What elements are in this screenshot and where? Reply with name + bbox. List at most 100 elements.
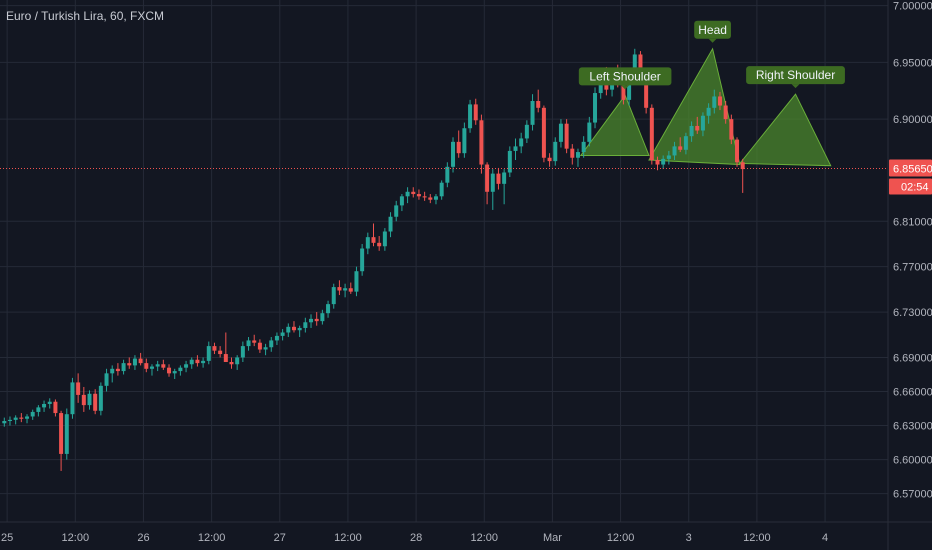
pattern-label-bg bbox=[578, 67, 672, 86]
pattern-label-bg bbox=[746, 66, 845, 85]
pattern-shape bbox=[738, 93, 832, 167]
candle-body bbox=[189, 359, 194, 365]
candle-body bbox=[337, 287, 342, 291]
candle-body bbox=[388, 216, 393, 232]
candle-body bbox=[13, 417, 18, 420]
candle-body bbox=[513, 146, 518, 151]
last-price-tags: 6.85650 02:54 bbox=[889, 159, 932, 195]
candle-body bbox=[286, 326, 291, 333]
candle-body bbox=[235, 357, 240, 365]
candle-body bbox=[223, 354, 228, 362]
candle-body bbox=[76, 382, 81, 395]
candle-body bbox=[536, 100, 541, 108]
candle-body bbox=[627, 77, 632, 100]
candle-body bbox=[246, 340, 251, 347]
candle-body bbox=[348, 288, 353, 292]
candle-body bbox=[309, 318, 314, 323]
candle-body bbox=[695, 125, 700, 131]
candle-body bbox=[672, 146, 677, 156]
time-tick-label: 12:00 bbox=[334, 532, 362, 544]
candle-body bbox=[490, 173, 495, 192]
candle-body bbox=[382, 231, 387, 247]
candle-body bbox=[178, 367, 183, 372]
candle-body bbox=[422, 196, 427, 198]
price-tick-label: 6.95000 bbox=[893, 57, 932, 69]
candle-body bbox=[649, 107, 654, 161]
pattern-label: Right Shoulder bbox=[756, 68, 835, 82]
chart-title: Euro / Turkish Lira, 60, FXCM bbox=[6, 9, 165, 23]
candle-body bbox=[138, 358, 143, 364]
price-tick-label: 6.63000 bbox=[893, 421, 932, 433]
candle-body bbox=[416, 194, 421, 197]
candle-body bbox=[661, 158, 666, 165]
candle-body bbox=[161, 364, 166, 368]
candle-body bbox=[564, 123, 569, 149]
candle-body bbox=[269, 340, 274, 348]
candle-body bbox=[320, 313, 325, 322]
time-tick-label: 25 bbox=[1, 532, 13, 544]
candle-body bbox=[229, 361, 234, 365]
candle-body bbox=[36, 407, 41, 412]
candle-body bbox=[25, 416, 30, 419]
candle-body bbox=[723, 105, 728, 120]
candle-body bbox=[314, 318, 319, 322]
pattern-label: Head bbox=[698, 23, 727, 37]
candle-body bbox=[740, 162, 745, 170]
time-tick-label: 12:00 bbox=[607, 532, 635, 544]
pattern-label-pointer bbox=[621, 85, 630, 90]
candle-body bbox=[473, 104, 478, 121]
candle-body bbox=[575, 152, 580, 158]
candle-body bbox=[155, 364, 160, 367]
time-tick-label: 12:00 bbox=[470, 532, 498, 544]
price-axis[interactable]: 7.00000 6.95000 6.90000 6.81000 6.77000 6.730… bbox=[887, 0, 932, 550]
pattern-labels: Left Shoulder Head Right Shoulder bbox=[578, 20, 845, 90]
candle-body bbox=[371, 237, 376, 243]
time-tick-label: 4 bbox=[822, 532, 828, 544]
time-tick-label: 26 bbox=[137, 532, 149, 544]
candle-body bbox=[2, 421, 7, 424]
candle-body bbox=[93, 393, 98, 411]
candle-body bbox=[252, 340, 257, 343]
candle-body bbox=[638, 54, 643, 75]
price-tick-label: 6.77000 bbox=[893, 262, 932, 274]
candle-body bbox=[257, 342, 262, 350]
candle-body bbox=[445, 166, 450, 183]
candle-body bbox=[717, 96, 722, 106]
candle-body bbox=[655, 160, 660, 165]
candle-body bbox=[712, 96, 717, 108]
candle-body bbox=[297, 327, 302, 331]
last-price-tag: 6.85650 bbox=[893, 164, 932, 176]
candle-body bbox=[201, 360, 206, 364]
candle-body bbox=[451, 141, 456, 167]
candle-body bbox=[433, 196, 438, 200]
candle-body bbox=[496, 173, 501, 184]
price-tick-label: 6.57000 bbox=[893, 489, 932, 501]
candle-body bbox=[47, 401, 52, 404]
candle-body bbox=[485, 164, 490, 192]
candle-body bbox=[218, 350, 223, 355]
candle-body bbox=[502, 172, 507, 184]
candle-body bbox=[558, 123, 563, 142]
candle-body bbox=[621, 85, 626, 100]
candle-body bbox=[456, 141, 461, 154]
candle-body bbox=[87, 393, 92, 406]
candle-body bbox=[547, 157, 552, 162]
price-tick-label: 6.90000 bbox=[893, 114, 932, 126]
candle-body bbox=[405, 191, 410, 197]
candle-body bbox=[587, 122, 592, 142]
candle-body bbox=[59, 413, 64, 454]
pattern-label-bg bbox=[694, 20, 731, 39]
candle-body bbox=[683, 136, 688, 150]
pattern-label: Left Shoulder bbox=[589, 69, 660, 83]
candle-body bbox=[593, 93, 598, 123]
candle-body bbox=[30, 411, 35, 417]
time-axis[interactable]: 25 12:00 26 12:00 27 12:00 28 12:00 Mar 12:00 3 12:… bbox=[0, 521, 932, 544]
candle-body bbox=[524, 124, 529, 139]
candle-body bbox=[343, 288, 348, 291]
candle-body bbox=[570, 148, 575, 158]
candle-body bbox=[700, 115, 705, 131]
candle-body bbox=[399, 196, 404, 206]
candle-body bbox=[115, 368, 120, 372]
price-tick-label: 6.73000 bbox=[893, 307, 932, 319]
